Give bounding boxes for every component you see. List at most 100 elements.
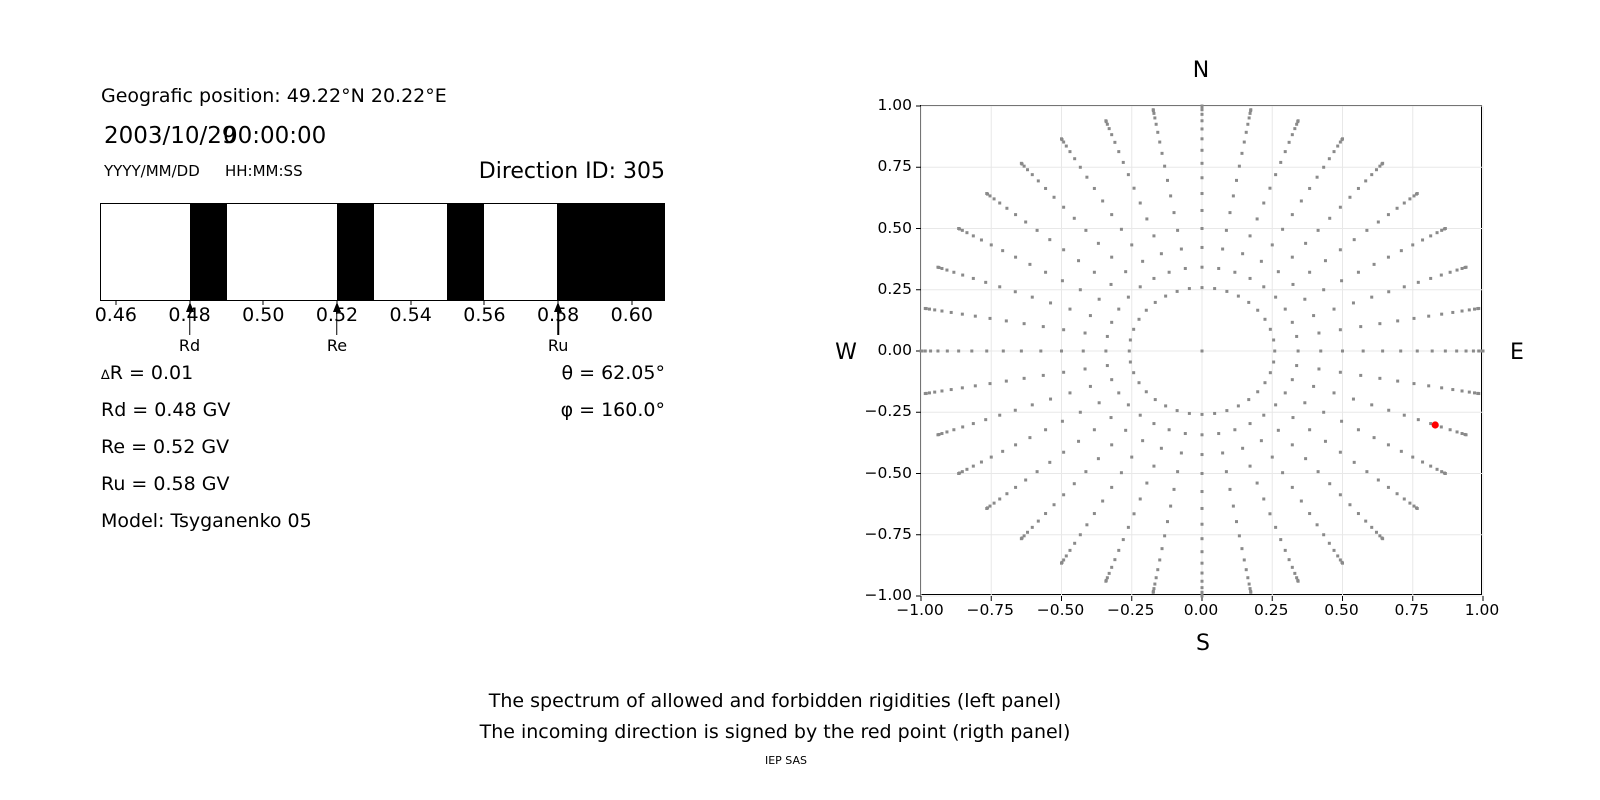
scatter-dot [1144, 308, 1148, 312]
scatter-dot [1092, 512, 1096, 516]
scatter-dot [1231, 194, 1235, 198]
scatter-dot [1303, 297, 1307, 301]
scatter-dot [1022, 322, 1026, 326]
compass-south-label: S [1196, 631, 1210, 656]
scatter-dot [929, 349, 933, 353]
scatter-dot [1175, 289, 1179, 293]
scatter-dot [1248, 276, 1252, 280]
scatter-dot [1440, 228, 1444, 232]
scatter-dot [1237, 164, 1241, 168]
scatter-dot [1240, 547, 1244, 551]
scatter-dot [1372, 262, 1376, 266]
scatter-dot [1036, 179, 1040, 183]
scatter-dot [1365, 228, 1369, 232]
scatter-dot [1200, 265, 1204, 269]
scatter-dot [1110, 320, 1114, 324]
allowed-rigidity-band [557, 204, 664, 300]
scatter-dot [1341, 349, 1344, 353]
scatter-dot [1117, 391, 1121, 395]
scatter-dot [1096, 241, 1100, 245]
scatter-dot [1473, 307, 1477, 311]
scatter-dot [1296, 579, 1300, 583]
scatter-dot [1268, 371, 1272, 375]
scatter-dot [1200, 112, 1204, 116]
scatter-dot [1030, 173, 1034, 177]
x-tick-label: 0.75 [1394, 601, 1430, 619]
scatter-dot [1319, 349, 1323, 353]
scatter-dot [1084, 228, 1088, 232]
scatter-dot [1060, 349, 1063, 353]
scatter-dot [1200, 137, 1204, 141]
cutoff-arrow-head [185, 302, 194, 312]
scatter-dot [984, 280, 988, 284]
scatter-dot [1130, 243, 1134, 247]
date-format-label: YYYY/MM/DD [104, 162, 200, 180]
spectrum-tick-mark [483, 301, 485, 305]
scatter-dot [1153, 582, 1157, 586]
scatter-dot [965, 467, 969, 471]
scatter-dot [1097, 401, 1101, 405]
scatter-dot [988, 382, 992, 386]
scatter-dot [1101, 499, 1105, 503]
scatter-dot [960, 386, 964, 390]
scatter-dot [1028, 262, 1032, 266]
scatter-dot [1035, 470, 1039, 474]
scatter-dot [1167, 428, 1171, 432]
scatter-dot [1030, 525, 1034, 529]
scatter-dot [1153, 398, 1157, 402]
direction-ytick-labels: 1.00 0.75 0.50 0.25 0.00 −0.25 −0.50 −0.75 −1.00 [850, 96, 913, 604]
scatter-dot [979, 460, 983, 464]
scatter-dot [1200, 433, 1204, 437]
scatter-dot [1060, 279, 1064, 283]
scatter-dot [1429, 422, 1433, 426]
scatter-dot [1217, 266, 1221, 270]
scatter-dot [1315, 175, 1319, 179]
scatter-dot [1451, 388, 1455, 392]
scatter-dot [1013, 290, 1017, 294]
scatter-dot [1078, 533, 1082, 537]
scatter-dot [1287, 140, 1291, 144]
scatter-dot [965, 231, 969, 235]
scatter-dot [1386, 485, 1390, 489]
scatter-dot [998, 201, 1002, 205]
scatter-dot [1165, 178, 1169, 182]
scatter-dot [1247, 300, 1251, 304]
scatter-dot [1060, 561, 1063, 565]
scatter-dot [1104, 579, 1108, 583]
scatter-dot [998, 497, 1002, 501]
scatter-dot [1259, 439, 1263, 443]
scatter-dot [1187, 287, 1191, 291]
scatter-dot [1312, 314, 1316, 318]
scatter-dot [952, 428, 956, 432]
scatter-dot [1281, 471, 1285, 475]
scatter-dot [1242, 558, 1246, 562]
scatter-dot [1167, 270, 1171, 274]
scatter-dot [1004, 319, 1008, 323]
scatter-dot [1364, 519, 1368, 523]
scatter-dot [998, 413, 1002, 417]
scatter-dot [1041, 373, 1045, 377]
scatter-dot [1073, 541, 1077, 545]
scatter-dot [1415, 506, 1419, 510]
scatter-dot [1323, 439, 1327, 443]
scatter-dot [1387, 408, 1391, 412]
scatter-dot [1402, 285, 1406, 289]
allowed-rigidity-band [337, 204, 374, 300]
scatter-dot [1013, 408, 1017, 412]
scatter-dot [1200, 148, 1204, 152]
scatter-dot [923, 306, 927, 310]
scatter-dot [1395, 492, 1399, 496]
scatter-dot [1156, 568, 1160, 572]
scatter-dot [1399, 349, 1403, 353]
scatter-dot [1200, 108, 1204, 112]
scatter-dot [1200, 522, 1204, 526]
scatter-dot [1386, 443, 1390, 447]
scatter-dot [1110, 485, 1114, 489]
scatter-dot [1085, 175, 1089, 179]
cutoff-arrow-head [332, 302, 341, 312]
scatter-dot [1044, 186, 1048, 190]
scatter-dot [1062, 370, 1066, 374]
scatter-dot [1200, 119, 1204, 123]
scatter-dot [1068, 548, 1072, 552]
scatter-dot [1014, 255, 1018, 259]
